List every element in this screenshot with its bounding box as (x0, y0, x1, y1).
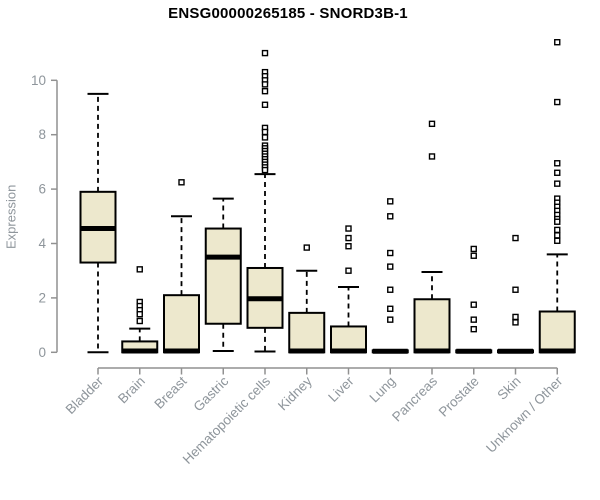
outlier-point (428, 153, 436, 160)
outlier-point (261, 101, 269, 108)
outlier-point (261, 49, 269, 57)
outlier-point (136, 317, 143, 325)
box-group (288, 244, 326, 354)
box-group (246, 49, 284, 353)
outlier-point (554, 232, 561, 239)
outlier-point (387, 263, 394, 270)
outlier-point (554, 237, 561, 244)
y-tick-label: 2 (38, 290, 46, 305)
y-tick-label: 8 (38, 127, 46, 142)
outlier-point (512, 286, 519, 293)
iqr-box (204, 227, 242, 325)
x-tick-label: Bladder (63, 373, 107, 417)
box-group (455, 245, 493, 354)
outlier-point (554, 39, 561, 46)
y-tick-label: 6 (38, 182, 46, 197)
outlier-point (470, 325, 477, 333)
outlier-point (387, 286, 394, 293)
outlier-point (387, 305, 394, 312)
y-tick-label: 4 (38, 236, 46, 251)
iqr-box (330, 325, 367, 354)
outlier-point (512, 313, 519, 321)
outlier-point (136, 266, 143, 273)
outlier-point (554, 226, 561, 234)
outlier-point (345, 225, 352, 232)
x-tick-label: Prostate (436, 374, 482, 420)
x-tick-label: Lung (367, 374, 399, 406)
y-tick-label: 10 (31, 73, 46, 88)
outlier-point (470, 301, 477, 308)
outlier-point (512, 319, 519, 326)
x-tick-label: Breast (151, 373, 189, 411)
outlier-point (261, 166, 269, 174)
outlier-point (470, 245, 477, 253)
outlier-point (470, 252, 477, 259)
outlier-point (512, 234, 519, 242)
box-group (538, 39, 576, 354)
x-tick-label: Gastric (191, 373, 232, 414)
outlier-point (345, 234, 352, 242)
outlier-point (554, 160, 561, 167)
box-group (497, 234, 534, 354)
outlier-point (428, 120, 436, 128)
y-tick-label: 0 (38, 345, 46, 360)
outlier-point (470, 316, 477, 323)
box-group (163, 179, 200, 354)
outlier-point (178, 179, 185, 186)
box-group (371, 198, 409, 354)
iqr-box (163, 294, 200, 354)
outlier-point (387, 198, 394, 205)
outlier-point (261, 134, 269, 141)
x-tick-label: Liver (325, 373, 357, 405)
y-axis-label: Expression (3, 184, 19, 249)
box-group (204, 197, 242, 352)
x-tick-label: Kidney (275, 373, 315, 413)
x-tick-label: Pancreas (389, 373, 440, 424)
box-group (79, 92, 117, 354)
outlier-point (554, 180, 561, 187)
iqr-box (538, 310, 576, 354)
outlier-point (261, 128, 269, 136)
outlier-point (136, 311, 143, 318)
outlier-point (345, 243, 352, 250)
x-tick-label: Skin (494, 374, 523, 403)
outlier-point (554, 169, 561, 176)
outlier-point (345, 267, 352, 274)
box-group (330, 225, 367, 354)
iqr-box (413, 298, 451, 354)
outlier-point (261, 81, 269, 88)
box-group (413, 120, 451, 354)
outlier-point (387, 213, 394, 220)
outlier-point (554, 98, 561, 106)
outlier-point (303, 244, 310, 251)
outlier-point (261, 87, 269, 95)
x-tick-label: Unknown / Other (483, 373, 566, 456)
outlier-point (387, 316, 394, 323)
chart-title: ENSG00000265185 - SNORD3B-1 (168, 5, 408, 22)
outlier-point (554, 218, 561, 225)
outlier-point (387, 249, 394, 257)
iqr-box (288, 311, 326, 354)
box-group (121, 266, 159, 354)
y-axis: 0 2 4 6 8 10 (31, 73, 58, 360)
x-tick-label: Brain (115, 374, 148, 407)
